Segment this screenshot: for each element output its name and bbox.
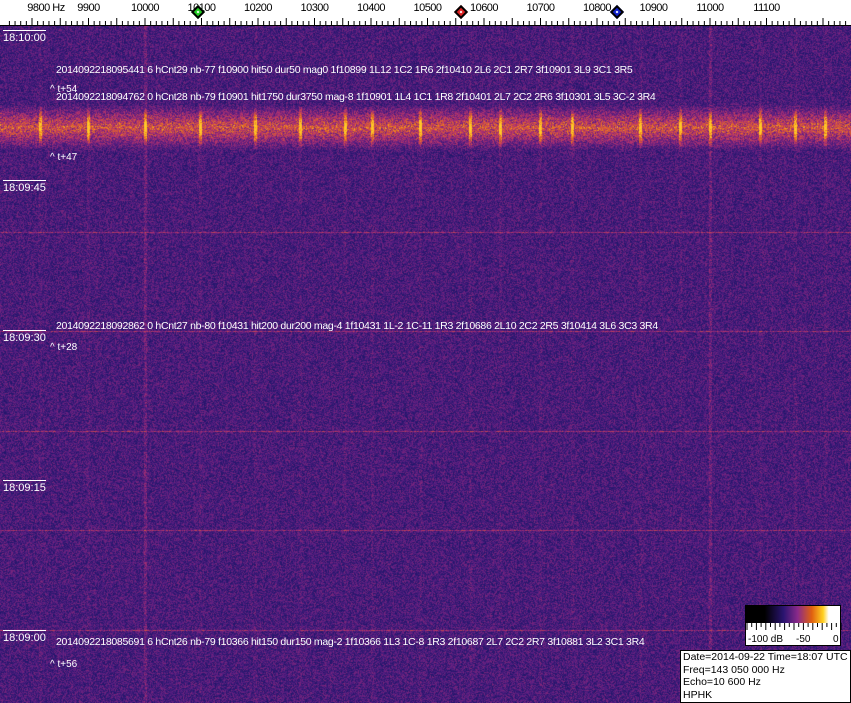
info-date: Date=2014-09-22 Time=18:07 UTC	[683, 651, 848, 663]
frequency-tick-label: 10500	[413, 2, 442, 14]
colorbar-label: -100 dB	[748, 634, 784, 645]
detection-text: 2014092218085691 6 hCnt26 nb-79 f10366 h…	[56, 636, 645, 648]
time-offset-annotation: ^ t+47	[50, 152, 78, 163]
frequency-tick-label: 10200	[243, 2, 273, 14]
time-label: 18:09:15	[3, 480, 46, 494]
detection-text: 2014092218092862 0 hCnt27 nb-80 f10431 h…	[56, 320, 658, 332]
frequency-tick-label: 9900	[77, 2, 100, 14]
time-label: 18:09:00	[3, 630, 46, 644]
waterfall-spectrogram	[0, 26, 851, 703]
info-box: Date=2014-09-22 Time=18:07 UTC Freq=143 …	[680, 650, 851, 703]
color-scale-ticks	[746, 623, 842, 630]
colorbar-label: 0	[833, 634, 839, 645]
detection-text: 2014092218094762 0 hCnt28 nb-79 f10901 h…	[56, 91, 656, 103]
frequency-tick-label: 10000	[130, 2, 160, 14]
color-gradient	[746, 606, 840, 623]
detection-text: 2014092218095441 6 hCnt29 nb-77 f10900 h…	[56, 64, 633, 76]
info-echo: Echo=10 600 Hz	[683, 676, 761, 688]
time-label: 18:09:45	[3, 180, 46, 194]
frequency-tick-label: 10900	[639, 2, 668, 14]
frequency-tick-label: 9800 Hz	[27, 2, 65, 14]
frequency-tick-label: 10600	[469, 2, 499, 14]
info-station: HPHK	[683, 688, 713, 701]
frequency-tick-label: 11100	[753, 2, 780, 14]
time-offset-annotation: ^ t+54	[50, 84, 78, 95]
colorbar-label: -50	[796, 634, 811, 645]
frequency-tick-label: 11000	[696, 2, 724, 14]
frequency-tick-label: 10700	[526, 2, 555, 14]
time-label: 18:10:00	[3, 30, 46, 44]
color-scale-legend: -100 dB -50 0	[745, 605, 842, 646]
time-label: 18:09:30	[3, 330, 46, 344]
time-offset-annotation: ^ t+28	[50, 342, 78, 353]
frequency-tick-label: 10800	[582, 2, 612, 14]
time-offset-annotation: ^ t+56	[50, 659, 78, 670]
frequency-axis: 9800 Hz990010000101001020010300104001050…	[0, 0, 851, 26]
info-frequency: Freq=143 050 000 Hz	[683, 663, 785, 676]
frequency-tick-label: 10300	[300, 2, 329, 14]
frequency-ticks	[0, 18, 851, 26]
frequency-tick-label: 10400	[356, 2, 386, 14]
